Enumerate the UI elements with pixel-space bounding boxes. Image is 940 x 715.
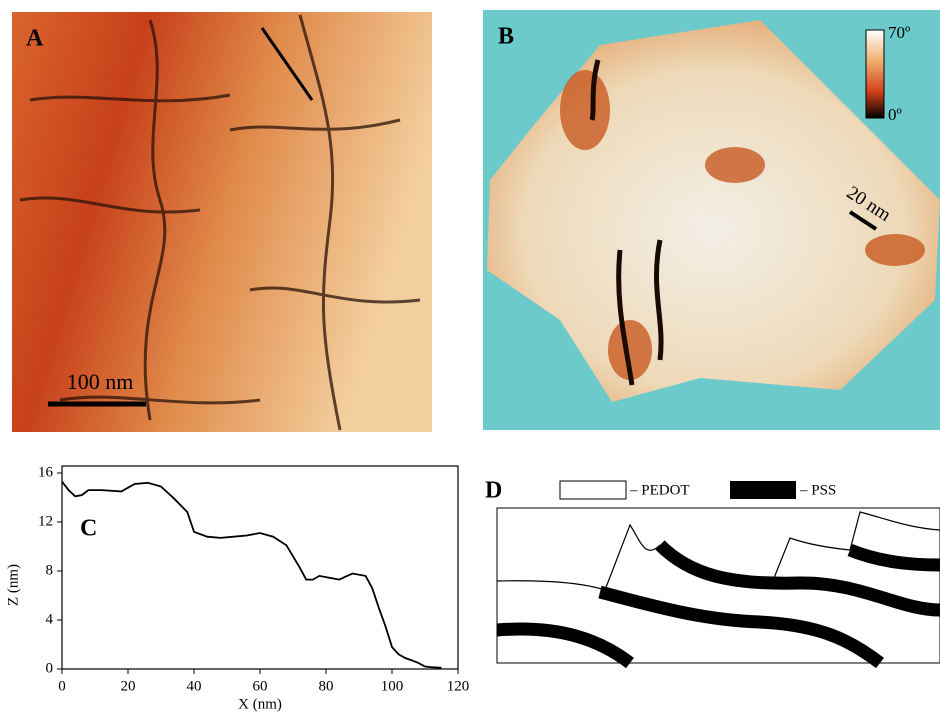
y-tick-label: 4 [46, 611, 54, 627]
plot-frame [62, 466, 458, 669]
y-tick-label: 8 [46, 562, 54, 578]
legend-label: – PSS [799, 482, 836, 498]
panel-label: A [26, 26, 44, 52]
panel-label: D [485, 478, 502, 504]
panel-label: C [80, 516, 97, 542]
y-tick-label: 16 [38, 464, 54, 480]
schematic-frame [497, 508, 940, 663]
x-tick-label: 120 [447, 678, 470, 694]
legend-swatch-pedot [560, 481, 626, 499]
x-tick-label: 100 [381, 678, 404, 694]
y-tick-label: 12 [38, 513, 53, 529]
legend-label: – PEDOT [629, 482, 690, 498]
x-tick-label: 20 [121, 678, 136, 694]
panel-d: D – PEDOT – PSS [485, 478, 940, 664]
colorbar [866, 30, 884, 118]
panel-label: B [498, 24, 514, 50]
x-axis-label: X (nm) [238, 696, 282, 712]
panel-a: A 100 nm [12, 12, 432, 432]
x-tick-label: 80 [319, 678, 334, 694]
x-tick-label: 0 [58, 678, 66, 694]
x-tick-label: 40 [187, 678, 202, 694]
colorbar-max: 70º [888, 23, 910, 42]
panel-c: C X (nm) Z (nm) 0 4 8 12 16 0 20 40 60 80 100 120 [5, 464, 469, 712]
y-tick-label: 0 [46, 660, 54, 676]
scale-bar-label: 100 nm [67, 369, 134, 394]
data-line [62, 482, 442, 668]
legend-swatch-pss [730, 481, 796, 499]
figure: A 100 nm 70º 0º B 20 nm C X (nm) Z (nm) … [0, 0, 940, 715]
colorbar-min: 0º [888, 105, 902, 124]
y-axis-label: Z (nm) [5, 564, 21, 606]
panel-b: 70º 0º B 20 nm [483, 10, 940, 430]
x-tick-label: 60 [253, 678, 268, 694]
